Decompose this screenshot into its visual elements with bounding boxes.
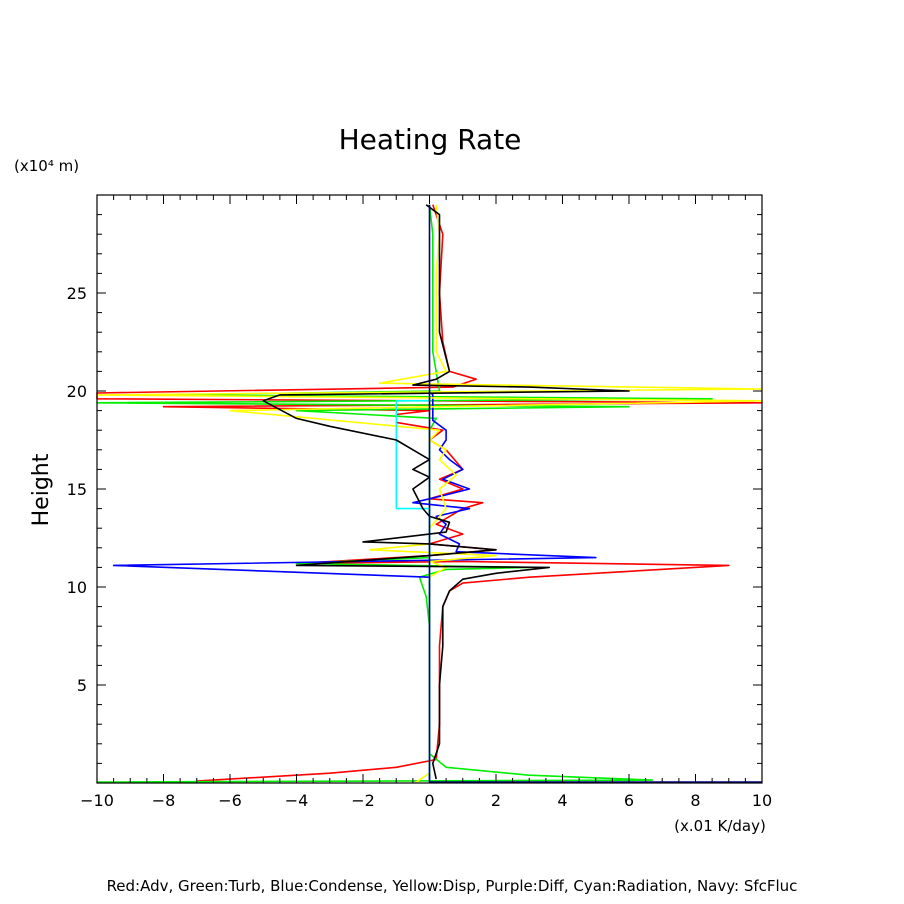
y-tick-label: 15 bbox=[67, 480, 87, 499]
x-tick-label: −6 bbox=[218, 791, 242, 810]
legend-caption: Red:Adv, Green:Turb, Blue:Condense, Yell… bbox=[107, 877, 798, 895]
series-line-yellow-disp bbox=[96, 204, 763, 783]
y-tick-label: 25 bbox=[67, 284, 87, 303]
x-tick-label: −10 bbox=[80, 791, 114, 810]
x-tick-label: −8 bbox=[152, 791, 176, 810]
x-tick-label: 10 bbox=[752, 791, 772, 810]
chart-title: Heating Rate bbox=[339, 123, 522, 156]
series-line-black bbox=[262, 204, 630, 780]
x-tick-label: 6 bbox=[624, 791, 634, 810]
series-line-green-turb bbox=[96, 204, 713, 783]
ticks-layer: −10 −8 −6 −4 −2 0 2 4 6 8 10 5 10 15 20 25 bbox=[67, 194, 772, 810]
x-tick-label: −2 bbox=[351, 791, 375, 810]
x-tick-label: 2 bbox=[491, 791, 501, 810]
x-tick-label: 0 bbox=[424, 791, 434, 810]
x-unit-label: (x.01 K/day) bbox=[674, 817, 766, 835]
series-line-blue-condense bbox=[112, 390, 597, 782]
y-tick-label: 10 bbox=[67, 578, 87, 597]
y-tick-label: 5 bbox=[77, 676, 87, 695]
y-axis-label: Height bbox=[29, 453, 54, 526]
x-tick-label: −4 bbox=[285, 791, 309, 810]
y-tick-label: 20 bbox=[67, 382, 87, 401]
series-line-navy-sfcfluc bbox=[428, 204, 762, 783]
series-layer bbox=[96, 204, 763, 783]
y-unit-label: (x10⁴ m) bbox=[14, 157, 79, 175]
x-tick-label: 4 bbox=[557, 791, 567, 810]
x-tick-label: 8 bbox=[690, 791, 700, 810]
